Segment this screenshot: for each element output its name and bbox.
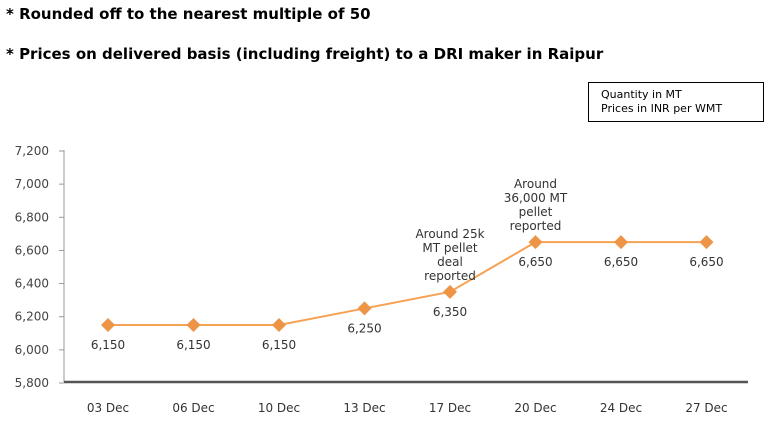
- data-label: 6,650: [604, 255, 638, 269]
- y-tick-label: 6,600: [15, 243, 49, 257]
- annotation-text: deal: [437, 255, 463, 269]
- data-label: 6,150: [91, 338, 125, 352]
- note-rounding: * Rounded off to the nearest multiple of…: [6, 5, 371, 23]
- y-tick-label: 6,400: [15, 277, 49, 291]
- x-tick-label: 27 Dec: [685, 401, 727, 415]
- data-label: 6,350: [433, 305, 467, 319]
- data-point-marker: [272, 318, 286, 332]
- x-tick-label: 17 Dec: [429, 401, 471, 415]
- y-tick-label: 7,200: [15, 144, 49, 158]
- annotation-text: Around 25k: [415, 227, 484, 241]
- data-label: 6,250: [347, 321, 381, 335]
- data-label: 6,150: [262, 338, 296, 352]
- data-label: 6,650: [518, 255, 552, 269]
- note-delivered-basis: * Prices on delivered basis (including f…: [6, 45, 604, 63]
- units-legend-box: Quantity in MT Prices in INR per WMT: [588, 82, 764, 122]
- x-tick-label: 24 Dec: [600, 401, 642, 415]
- x-tick-label: 13 Dec: [343, 401, 385, 415]
- y-tick-label: 6,000: [15, 343, 49, 357]
- units-quantity-label: Quantity in MT: [601, 88, 682, 101]
- data-label: 6,150: [176, 338, 210, 352]
- annotation-text: pellet: [519, 205, 553, 219]
- x-tick-label: 10 Dec: [258, 401, 300, 415]
- units-price-label: Prices in INR per WMT: [601, 102, 723, 115]
- x-tick-label: 06 Dec: [172, 401, 214, 415]
- y-tick-label: 5,800: [15, 376, 49, 390]
- annotation-text: 36,000 MT: [504, 191, 568, 205]
- data-point-marker: [357, 301, 372, 316]
- annotation-text: reported: [510, 219, 562, 233]
- x-tick-label: 03 Dec: [87, 401, 129, 415]
- data-point-marker: [699, 235, 714, 250]
- data-point-marker: [614, 235, 628, 250]
- annotation-text: MT pellet: [422, 241, 478, 255]
- y-tick-label: 6,800: [15, 210, 49, 224]
- y-tick-label: 6,200: [15, 310, 49, 324]
- data-point-marker: [528, 235, 543, 250]
- annotation-text: reported: [424, 269, 476, 283]
- data-label: 6,650: [689, 255, 723, 269]
- y-tick-label: 7,000: [15, 177, 49, 191]
- x-tick-label: 20 Dec: [514, 401, 556, 415]
- data-point-marker: [186, 318, 201, 332]
- price-series-line: [108, 241, 707, 326]
- data-point-marker: [443, 284, 457, 299]
- data-point-marker: [101, 318, 115, 332]
- annotation-text: Around: [514, 177, 557, 191]
